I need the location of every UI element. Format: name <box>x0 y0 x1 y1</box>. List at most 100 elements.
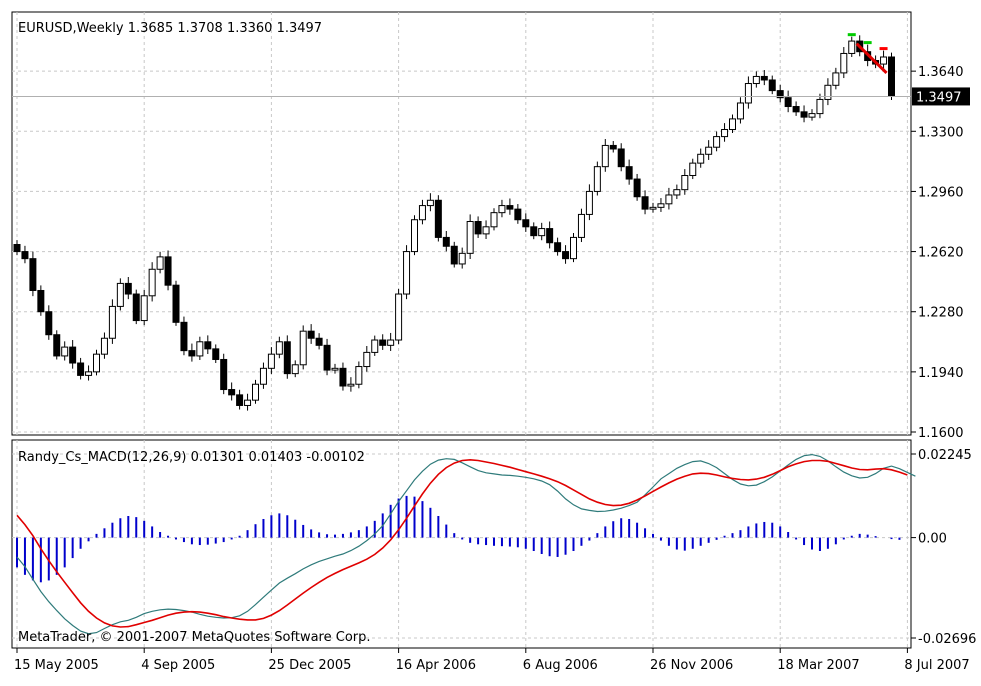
candle <box>196 336 204 361</box>
candle <box>617 143 625 172</box>
candle <box>697 148 705 168</box>
candle <box>172 280 180 326</box>
time-tick-label: 4 Sep 2005 <box>141 658 215 673</box>
candle <box>808 109 816 121</box>
candle <box>458 247 466 269</box>
indicator-tick-label: 0.02245 <box>918 448 972 463</box>
candle <box>339 362 347 391</box>
candle <box>299 325 307 370</box>
candle <box>816 93 824 119</box>
copyright-watermark: MetaTrader, © 2001-2007 MetaQuotes Softw… <box>18 630 371 645</box>
candle <box>140 290 148 326</box>
candle <box>29 251 37 297</box>
current-price-tag <box>912 87 970 106</box>
candle <box>752 71 760 88</box>
candle <box>188 343 196 362</box>
candle <box>689 158 697 180</box>
macd-histogram-series <box>16 495 901 583</box>
candle <box>252 379 259 404</box>
indicator-tick-label: 0.00 <box>918 532 947 547</box>
candle <box>593 161 601 196</box>
candle <box>275 336 283 359</box>
candle <box>259 362 267 389</box>
candle <box>85 365 93 381</box>
time-tick-label: 8 Jul 2007 <box>904 658 969 673</box>
candle <box>847 33 856 57</box>
candle <box>633 173 641 201</box>
candle <box>244 393 252 411</box>
candle <box>53 330 61 360</box>
candle <box>156 251 164 274</box>
candle <box>411 215 418 256</box>
time-tick-label: 6 Aug 2006 <box>523 658 598 673</box>
price-tick-label: 1.1940 <box>918 366 964 381</box>
candle <box>554 237 562 256</box>
indicator-axis: 0.02245 0.00 -0.02696 <box>911 448 976 647</box>
candle <box>585 184 593 221</box>
candle <box>387 332 395 351</box>
candle <box>538 222 546 241</box>
candle <box>522 213 530 232</box>
price-tick-label: 1.1600 <box>918 426 964 441</box>
candle <box>490 208 498 231</box>
candle <box>450 241 458 268</box>
time-axis: 15 May 2005 4 Sep 2005 25 Dec 2005 16 Apr 2… <box>14 648 970 673</box>
candle <box>331 363 339 374</box>
candle <box>840 47 848 79</box>
candle <box>363 345 371 372</box>
time-tick-label: 15 May 2005 <box>14 658 99 673</box>
indicator-tick-label: -0.02696 <box>918 632 976 647</box>
candle <box>220 353 228 395</box>
candle <box>768 75 776 95</box>
candle <box>403 245 411 300</box>
candle <box>681 169 689 195</box>
candle <box>315 333 323 350</box>
candle <box>530 222 538 240</box>
candle <box>291 360 299 378</box>
candle <box>77 357 85 380</box>
sell-signal-mark <box>855 42 888 74</box>
price-tick-label: 1.3640 <box>918 65 964 80</box>
candle <box>116 278 124 311</box>
candlestick-series <box>13 33 895 411</box>
candle <box>744 76 752 109</box>
candle <box>347 377 355 392</box>
candle <box>800 105 808 123</box>
candle <box>570 233 577 263</box>
candle <box>21 245 29 264</box>
time-tick-label: 26 Nov 2006 <box>650 658 733 673</box>
price-axis: 1.1600 1.1940 1.2280 1.2620 1.2960 1.3300 1.36… <box>911 65 964 441</box>
candle <box>506 198 514 215</box>
candle <box>673 184 681 200</box>
candle <box>466 214 474 260</box>
time-tick-label: 16 Apr 2006 <box>396 658 476 673</box>
time-tick-label: 18 Mar 2007 <box>777 658 859 673</box>
candle <box>832 67 840 90</box>
candle <box>649 202 657 213</box>
indicator-panel[interactable] <box>11 439 912 649</box>
candle <box>212 344 220 364</box>
candle <box>108 299 116 344</box>
candle <box>418 199 426 225</box>
price-tick-label: 1.2620 <box>918 246 964 261</box>
candle <box>879 47 888 70</box>
current-price-label: 1.3497 <box>916 90 962 105</box>
candle <box>323 338 331 376</box>
price-panel[interactable] <box>11 11 912 436</box>
candle <box>307 324 315 344</box>
candle <box>577 208 585 243</box>
candle <box>729 114 736 134</box>
candle <box>204 335 212 354</box>
price-tick-label: 1.2280 <box>918 306 964 321</box>
candle <box>61 341 69 361</box>
candle <box>546 221 554 249</box>
candle <box>792 101 800 116</box>
candle <box>426 193 434 212</box>
price-tick-label: 1.3300 <box>918 125 964 140</box>
candle <box>498 199 506 218</box>
candle <box>379 334 387 350</box>
candle <box>148 262 156 302</box>
candle <box>601 139 609 172</box>
